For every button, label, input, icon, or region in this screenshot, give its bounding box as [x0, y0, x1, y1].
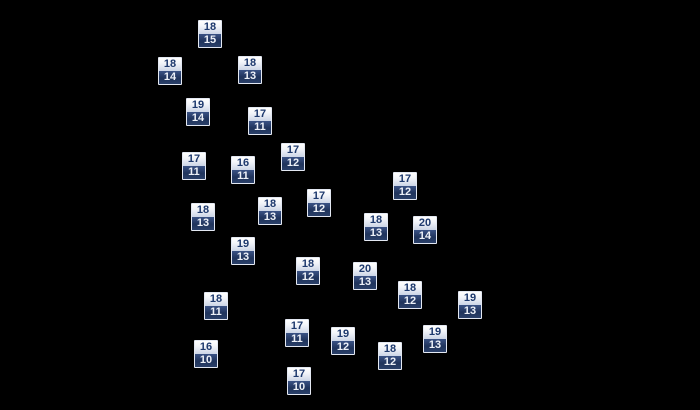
min-temperature: 11: [286, 333, 308, 346]
temperature-marker[interactable]: 18 15: [198, 20, 222, 48]
max-temperature: 17: [249, 108, 271, 121]
min-temperature: 13: [459, 305, 481, 318]
temperature-marker[interactable]: 17 12: [281, 143, 305, 171]
temperature-marker[interactable]: 19 13: [458, 291, 482, 319]
temperature-marker[interactable]: 18 12: [378, 342, 402, 370]
min-temperature: 11: [232, 170, 254, 183]
temperature-marker[interactable]: 17 12: [307, 189, 331, 217]
max-temperature: 18: [205, 293, 227, 306]
max-temperature: 18: [259, 198, 281, 211]
min-temperature: 10: [195, 354, 217, 367]
min-temperature: 14: [187, 112, 209, 125]
temperature-marker[interactable]: 18 13: [238, 56, 262, 84]
max-temperature: 18: [199, 21, 221, 34]
temperature-marker[interactable]: 20 13: [353, 262, 377, 290]
temperature-marker[interactable]: 18 13: [364, 213, 388, 241]
temperature-marker[interactable]: 18 13: [191, 203, 215, 231]
min-temperature: 13: [365, 227, 387, 240]
max-temperature: 18: [192, 204, 214, 217]
max-temperature: 17: [394, 173, 416, 186]
max-temperature: 17: [308, 190, 330, 203]
max-temperature: 18: [399, 282, 421, 295]
temperature-marker[interactable]: 18 11: [204, 292, 228, 320]
max-temperature: 19: [459, 292, 481, 305]
max-temperature: 19: [424, 326, 446, 339]
temperature-marker[interactable]: 17 11: [182, 152, 206, 180]
max-temperature: 17: [286, 320, 308, 333]
max-temperature: 18: [239, 57, 261, 70]
temperature-marker[interactable]: 19 13: [423, 325, 447, 353]
temperature-marker[interactable]: 20 14: [413, 216, 437, 244]
min-temperature: 13: [424, 339, 446, 352]
min-temperature: 13: [192, 217, 214, 230]
max-temperature: 19: [232, 238, 254, 251]
max-temperature: 16: [195, 341, 217, 354]
temperature-marker[interactable]: 18 13: [258, 197, 282, 225]
max-temperature: 16: [232, 157, 254, 170]
min-temperature: 10: [288, 381, 310, 394]
temperature-marker[interactable]: 17 12: [393, 172, 417, 200]
min-temperature: 12: [399, 295, 421, 308]
temperature-marker[interactable]: 17 11: [285, 319, 309, 347]
min-temperature: 12: [297, 271, 319, 284]
min-temperature: 12: [394, 186, 416, 199]
min-temperature: 14: [414, 230, 436, 243]
max-temperature: 20: [354, 263, 376, 276]
max-temperature: 18: [365, 214, 387, 227]
temperature-marker[interactable]: 16 11: [231, 156, 255, 184]
min-temperature: 11: [205, 306, 227, 319]
max-temperature: 17: [183, 153, 205, 166]
temperature-marker[interactable]: 17 10: [287, 367, 311, 395]
max-temperature: 18: [159, 58, 181, 71]
max-temperature: 18: [297, 258, 319, 271]
min-temperature: 14: [159, 71, 181, 84]
max-temperature: 19: [332, 328, 354, 341]
min-temperature: 13: [354, 276, 376, 289]
min-temperature: 12: [379, 356, 401, 369]
temperature-marker[interactable]: 18 12: [296, 257, 320, 285]
min-temperature: 11: [249, 121, 271, 134]
max-temperature: 18: [379, 343, 401, 356]
min-temperature: 13: [232, 251, 254, 264]
max-temperature: 17: [288, 368, 310, 381]
temperature-marker[interactable]: 17 11: [248, 107, 272, 135]
max-temperature: 20: [414, 217, 436, 230]
temperature-marker[interactable]: 19 12: [331, 327, 355, 355]
min-temperature: 12: [332, 341, 354, 354]
temperature-marker[interactable]: 19 14: [186, 98, 210, 126]
temperature-marker[interactable]: 19 13: [231, 237, 255, 265]
min-temperature: 15: [199, 34, 221, 47]
min-temperature: 13: [259, 211, 281, 224]
max-temperature: 17: [282, 144, 304, 157]
temperature-marker[interactable]: 18 14: [158, 57, 182, 85]
min-temperature: 12: [282, 157, 304, 170]
min-temperature: 11: [183, 166, 205, 179]
temperature-marker[interactable]: 16 10: [194, 340, 218, 368]
min-temperature: 12: [308, 203, 330, 216]
min-temperature: 13: [239, 70, 261, 83]
temperature-marker[interactable]: 18 12: [398, 281, 422, 309]
max-temperature: 19: [187, 99, 209, 112]
